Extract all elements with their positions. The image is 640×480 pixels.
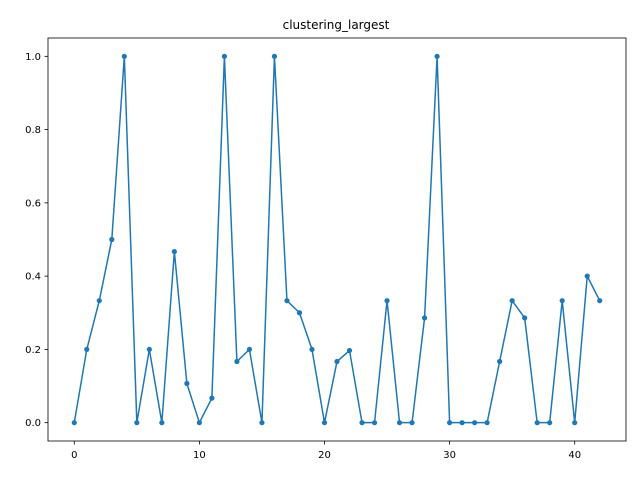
data-point (96, 298, 102, 304)
data-point (246, 346, 253, 353)
data-point (359, 420, 365, 426)
data-point (259, 420, 265, 426)
x-tick-label: 20 (318, 450, 331, 461)
data-point (421, 315, 428, 321)
data-point (409, 420, 415, 426)
data-point (497, 358, 503, 365)
data-point (171, 248, 177, 255)
data-point (196, 420, 202, 426)
data-point (296, 310, 303, 316)
chart-title: clustering_largest (283, 18, 390, 32)
data-point (109, 236, 115, 243)
y-tick-label: 0.2 (25, 345, 41, 356)
data-point (534, 420, 540, 426)
data-point (84, 346, 90, 353)
data-point (209, 395, 215, 401)
data-point (371, 420, 378, 426)
axes-frame (47, 37, 627, 442)
x-tick-label: 0 (71, 450, 77, 461)
data-point (509, 298, 515, 304)
data-point (71, 420, 77, 426)
data-point (121, 53, 127, 59)
data-point (334, 358, 340, 365)
data-point (309, 346, 315, 353)
data-point (234, 358, 240, 365)
data-point (146, 346, 152, 353)
data-point (559, 298, 565, 304)
data-point (597, 298, 603, 304)
data-point (384, 298, 390, 304)
data-point (159, 420, 165, 426)
data-point (184, 380, 190, 387)
data-point (284, 298, 290, 304)
data-point (434, 53, 440, 59)
data-point (572, 420, 578, 426)
data-point (522, 315, 528, 321)
y-tick-label: 0.8 (25, 125, 41, 136)
y-tick-label: 0.6 (25, 198, 41, 209)
data-point (321, 420, 328, 426)
data-point (547, 420, 553, 426)
data-point (472, 420, 478, 426)
data-point (446, 420, 453, 426)
y-tick-label: 0.4 (25, 272, 41, 283)
plot-area: 0 10 20 30 40 0.0 0.2 0.4 0.6 0.8 1.0 (25, 37, 627, 461)
data-point (459, 420, 465, 426)
y-tick-label: 1.0 (25, 52, 41, 63)
x-tick-label: 10 (193, 450, 206, 461)
data-point (346, 347, 353, 354)
x-tick-label: 30 (443, 450, 456, 461)
data-point (396, 420, 403, 426)
data-point (484, 420, 490, 426)
data-point (134, 420, 140, 426)
y-tick-label: 0.0 (25, 418, 41, 429)
data-point (271, 53, 278, 59)
x-tick-label: 40 (568, 450, 581, 461)
data-point (221, 53, 228, 59)
data-point (584, 273, 590, 279)
